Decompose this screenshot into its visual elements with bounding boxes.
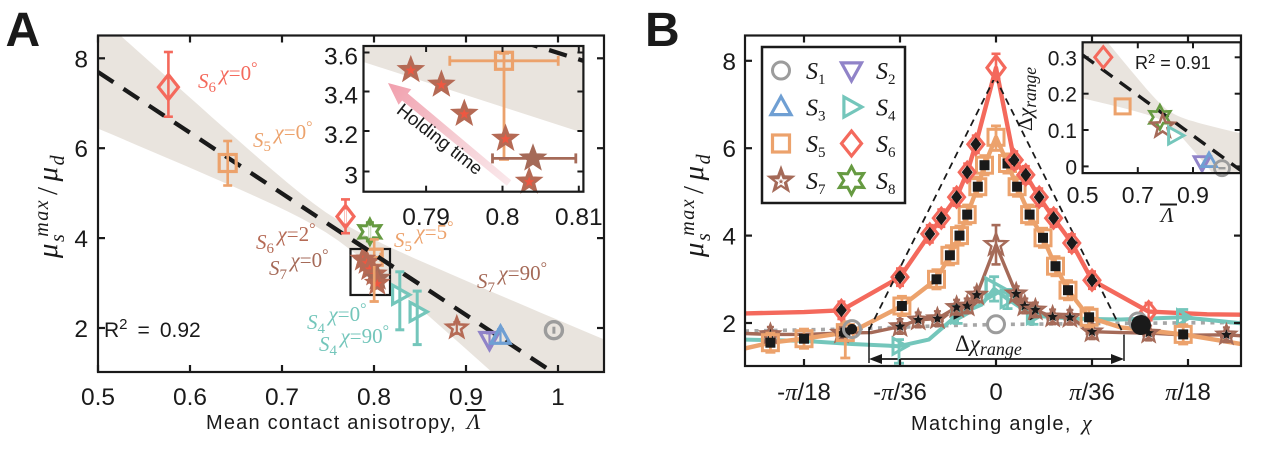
svg-text:3.2: 3.2 — [324, 122, 358, 149]
svg-text:Δχrange: Δχrange — [1013, 67, 1040, 131]
svg-text:2: 2 — [722, 311, 736, 338]
svg-text:π/36: π/36 — [1069, 379, 1115, 406]
svg-text:μsmax / μd: μsmax / μd — [677, 153, 715, 258]
svg-text:3: 3 — [344, 163, 358, 190]
svg-text:2: 2 — [74, 316, 88, 343]
svg-text:0.9: 0.9 — [449, 384, 483, 411]
svg-text:1: 1 — [551, 384, 565, 411]
svg-text:0.1: 0.1 — [1048, 120, 1077, 143]
svg-text:Mean contact anisotropy,: Mean contact anisotropy, — [206, 412, 457, 434]
svg-text:-π/36: -π/36 — [873, 379, 927, 406]
svg-text:6: 6 — [74, 136, 88, 163]
svg-text:Λ: Λ — [465, 409, 481, 434]
svg-text:μsmax / μd: μsmax / μd — [31, 154, 69, 259]
svg-text:0.9: 0.9 — [1177, 182, 1209, 208]
svg-text:0.7: 0.7 — [265, 384, 299, 411]
svg-text:0.2: 0.2 — [1048, 84, 1077, 107]
svg-text:0: 0 — [989, 379, 1002, 406]
svg-text:S4 χ=90°: S4 χ=90° — [319, 323, 389, 359]
svg-text:Matching angle,: Matching angle, — [911, 413, 1072, 435]
svg-text:π/18: π/18 — [1165, 379, 1211, 406]
svg-text:R2 = 0.92: R2 = 0.92 — [104, 316, 201, 342]
svg-text:0.6: 0.6 — [173, 384, 207, 411]
svg-text:S7 χ=90°: S7 χ=90° — [477, 260, 547, 296]
svg-text:4: 4 — [722, 224, 736, 251]
svg-text:S7 χ=0°: S7 χ=0° — [269, 247, 329, 283]
svg-text:-π/18: -π/18 — [777, 379, 831, 406]
svg-text:0.79: 0.79 — [402, 204, 450, 231]
svg-text:8: 8 — [74, 46, 88, 73]
svg-text:0.3: 0.3 — [1048, 47, 1077, 70]
svg-text:Δχrange: Δχrange — [955, 331, 1022, 359]
svg-text:B: B — [645, 4, 680, 57]
svg-text:8: 8 — [722, 49, 736, 76]
svg-text:R2 = 0.91: R2 = 0.91 — [1135, 51, 1211, 73]
svg-text:A: A — [6, 4, 41, 57]
svg-text:4: 4 — [74, 226, 88, 253]
svg-text:3.6: 3.6 — [324, 44, 358, 71]
svg-text:0.7: 0.7 — [1122, 182, 1154, 208]
svg-text:S5 χ=0°: S5 χ=0° — [253, 119, 313, 155]
svg-text:S6 χ=0°: S6 χ=0° — [198, 60, 258, 96]
svg-text:3.4: 3.4 — [324, 83, 358, 110]
svg-text:Λ: Λ — [1159, 203, 1174, 227]
svg-text:0.8: 0.8 — [357, 384, 391, 411]
svg-text:0: 0 — [1065, 156, 1077, 179]
svg-text:0.8: 0.8 — [485, 204, 519, 231]
svg-text:0.5: 0.5 — [1067, 182, 1099, 208]
svg-text:0.5: 0.5 — [81, 384, 115, 411]
svg-text:0.81: 0.81 — [555, 204, 603, 231]
svg-text:χ: χ — [1080, 410, 1093, 435]
svg-text:6: 6 — [722, 136, 736, 163]
